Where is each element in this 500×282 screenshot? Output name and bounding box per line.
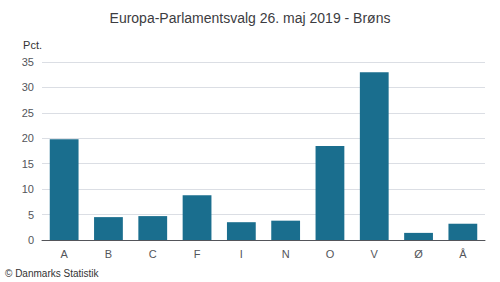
svg-text:15: 15 xyxy=(22,158,34,170)
svg-text:B: B xyxy=(105,248,112,260)
svg-text:5: 5 xyxy=(28,209,34,221)
svg-text:I: I xyxy=(240,248,243,260)
svg-text:V: V xyxy=(371,248,379,260)
svg-text:A: A xyxy=(60,248,68,260)
svg-text:0: 0 xyxy=(28,234,34,246)
svg-text:Pct.: Pct. xyxy=(23,39,42,51)
svg-text:30: 30 xyxy=(22,81,34,93)
svg-text:20: 20 xyxy=(22,132,34,144)
svg-text:© Danmarks Statistik: © Danmarks Statistik xyxy=(5,268,100,279)
svg-text:10: 10 xyxy=(22,183,34,195)
svg-text:F: F xyxy=(194,248,201,260)
svg-text:Europa-Parlamentsvalg 26. maj: Europa-Parlamentsvalg 26. maj 2019 - Brø… xyxy=(110,10,391,26)
svg-text:Ø: Ø xyxy=(414,248,423,260)
svg-text:35: 35 xyxy=(22,56,34,68)
svg-text:N: N xyxy=(282,248,290,260)
svg-text:O: O xyxy=(326,248,335,260)
svg-text:C: C xyxy=(149,248,157,260)
svg-text:25: 25 xyxy=(22,107,34,119)
svg-text:Å: Å xyxy=(459,248,467,260)
